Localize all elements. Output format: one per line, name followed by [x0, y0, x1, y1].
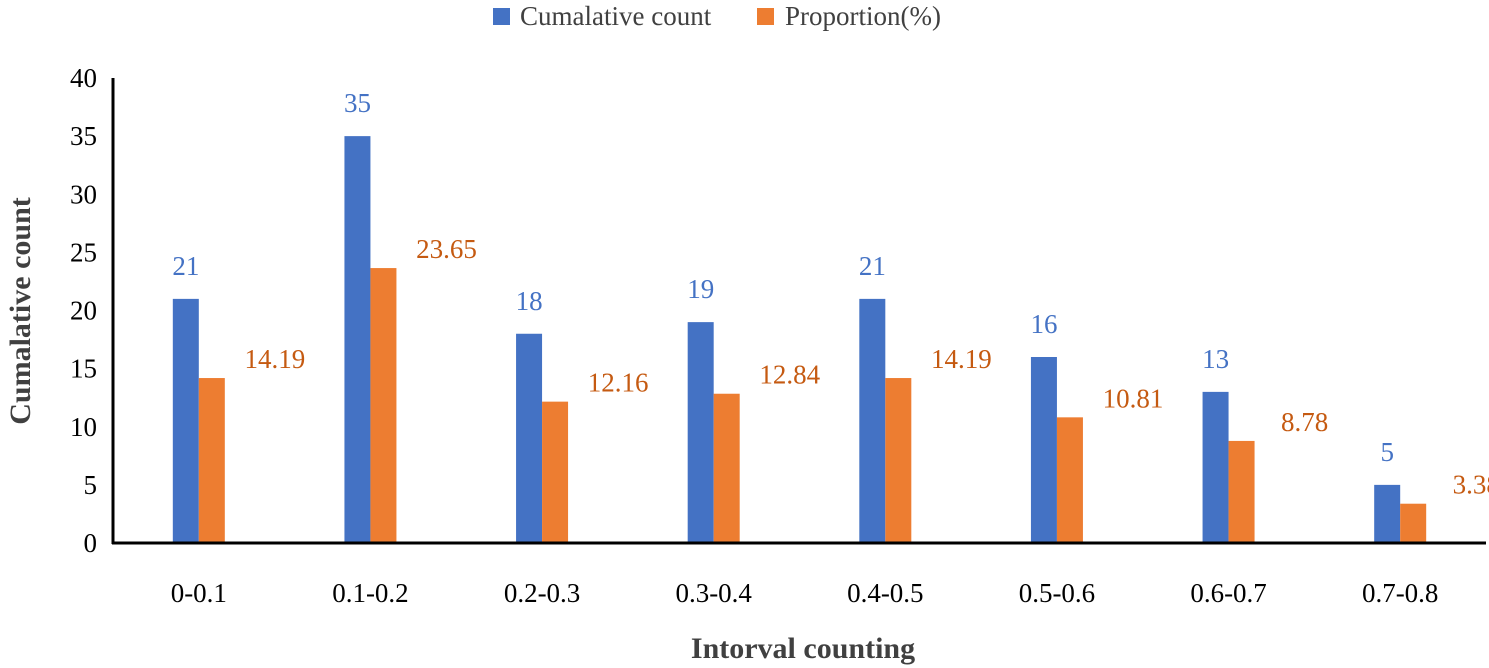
data-label-proportion: 12.84	[759, 360, 820, 390]
y-tick-label: 25	[70, 237, 97, 267]
data-label-cumulative-count: 21	[859, 251, 886, 281]
data-label-cumulative-count: 13	[1202, 344, 1229, 374]
bar-cumulative-count	[859, 298, 886, 543]
data-label-cumulative-count: 5	[1380, 437, 1394, 467]
legend-label: Cumalative count	[520, 1, 712, 31]
data-label-proportion: 10.81	[1103, 383, 1164, 413]
y-tick-label: 30	[70, 179, 97, 209]
bar-cumulative-count	[1202, 391, 1229, 543]
x-tick-label: 0.6-0.7	[1190, 578, 1267, 608]
bar-proportion	[542, 401, 569, 543]
data-label-cumulative-count: 16	[1030, 309, 1057, 339]
bar-proportion	[1400, 503, 1427, 543]
legend-swatch	[757, 8, 774, 25]
x-tick-label: 0.4-0.5	[847, 578, 924, 608]
data-label-proportion: 3.38	[1453, 470, 1489, 500]
bar-cumulative-count	[516, 333, 543, 543]
data-label-cumulative-count: 19	[687, 274, 714, 304]
data-label-cumulative-count: 35	[344, 88, 371, 118]
x-tick-label: 0.2-0.3	[504, 578, 581, 608]
legend: Cumalative count Proportion(%)	[493, 1, 941, 31]
bar-cumulative-count	[344, 136, 371, 543]
x-tick-label: 0-0.1	[171, 578, 227, 608]
data-label-proportion: 8.78	[1281, 407, 1328, 437]
data-label-cumulative-count: 18	[516, 286, 543, 316]
data-labels: 21 14.19 35 23.65 18 12.16 19 12.84 21 14.19 16 10.…	[172, 88, 1489, 500]
y-tick-label: 5	[84, 470, 98, 500]
x-tick-label: 0.5-0.6	[1019, 578, 1096, 608]
x-axis-title: Intorval counting	[691, 632, 915, 665]
bar-proportion	[713, 393, 740, 543]
bar-proportion	[370, 268, 397, 543]
bar-cumulative-count	[172, 298, 199, 543]
bar-cumulative-count	[1374, 484, 1401, 543]
data-label-proportion: 14.19	[244, 344, 305, 374]
x-tick-label: 0.1-0.2	[332, 578, 409, 608]
legend-swatch	[493, 8, 510, 25]
x-tick-label: 0.7-0.8	[1362, 578, 1439, 608]
bars	[172, 136, 1427, 543]
bar-proportion	[885, 378, 912, 543]
x-tick-label: 0.3-0.4	[675, 578, 752, 608]
legend-label: Proportion(%)	[785, 1, 941, 31]
bar-proportion	[1056, 417, 1083, 543]
y-axis-title: Cumalative count	[4, 197, 37, 425]
bar-cumulative-count	[1030, 357, 1057, 543]
bar-proportion	[1228, 440, 1255, 543]
y-tick-label: 35	[70, 121, 97, 151]
data-label-proportion: 23.65	[416, 234, 477, 264]
data-label-cumulative-count: 21	[172, 251, 199, 281]
y-tick-label: 15	[70, 354, 97, 384]
y-tick-label: 40	[70, 63, 97, 93]
y-tick-label: 0	[84, 528, 98, 558]
y-tick-label: 20	[70, 296, 97, 326]
data-label-proportion: 12.16	[588, 368, 649, 398]
axes: 0 5 10 15 20 25 30 35 40 0-0.1 0.1-0.2 0.2-0.3 0.3-0…	[70, 63, 1486, 608]
bar-cumulative-count	[687, 322, 714, 543]
bar-proportion	[198, 378, 225, 543]
data-label-proportion: 14.19	[931, 344, 992, 374]
y-tick-label: 10	[70, 412, 97, 442]
